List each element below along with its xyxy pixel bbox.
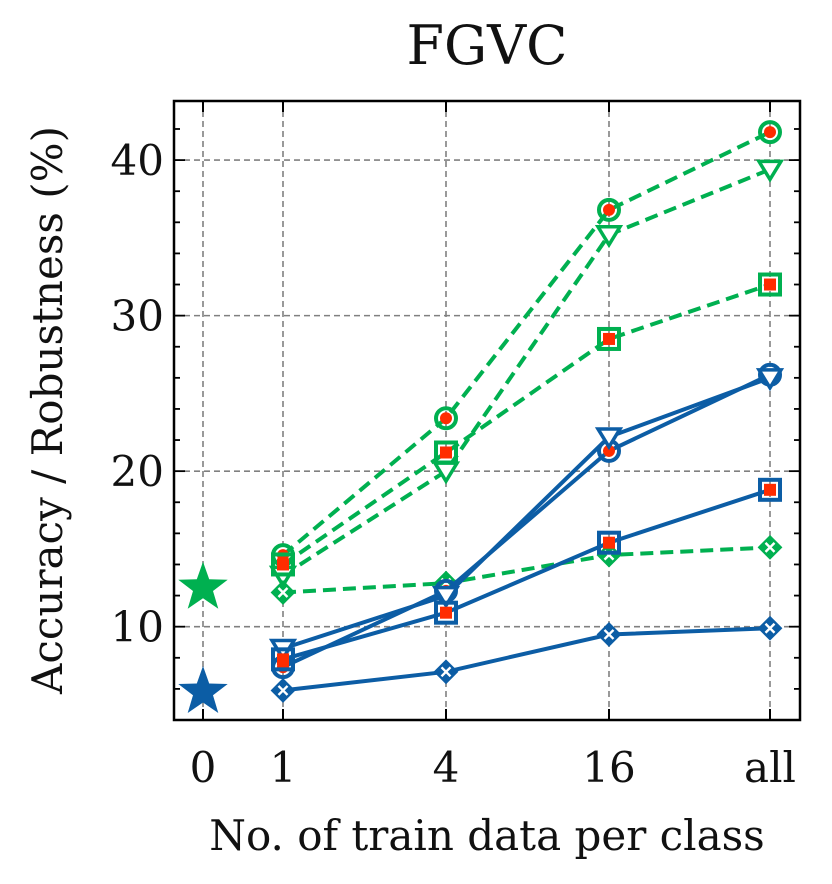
blue-triangle-point-all [755,368,785,392]
blue-square-point-1-fill [277,653,289,666]
green-square-point-4-fill [440,446,452,459]
zero-shot-blue-star [178,666,228,713]
blue-square-point-1 [271,647,295,672]
green-square-point-1-fill [277,558,289,571]
green-circle-point-16 [597,197,621,222]
green-square-point-16 [597,326,621,351]
series-layer [178,120,785,713]
blue-x-point-4-cross [440,666,452,678]
blue-x-point-all-cross [764,622,776,634]
chart-title: FGVC [407,14,568,77]
green-square-point-16-fill [603,332,615,345]
y-axis-label: Accuracy / Robustness (%) [23,126,72,695]
blue-square-point-16 [597,530,621,555]
green-circle-point-4-fill [440,412,452,425]
plot-frame [172,99,802,722]
green-x-point-1-cross [277,587,289,598]
blue-triangle-point-4 [431,585,461,609]
blue-x-line [282,626,771,693]
blue-square-point-4 [434,600,458,625]
zero-shot-green-star [178,561,228,609]
x-axis-label: No. of train data per class [209,811,764,860]
green-circle-point-all [758,120,782,145]
blue-square-point-all-fill [764,483,776,496]
green-triangle-line [281,167,771,578]
green-square-point-4 [434,440,458,465]
green-x-line [282,545,771,595]
green-circle-point-all-fill [764,126,776,139]
blue-circle-point-16-fill [603,444,615,457]
green-triangle-point-16 [594,225,624,249]
blue-triangle-line [282,375,771,651]
y-tick-label-40: 40 [111,136,164,185]
blue-triangle-point-16 [594,427,624,451]
green-circle-point-16-fill [603,203,615,216]
x-tick-label-1: 1 [270,743,297,792]
blue-x-point-16-cross [603,629,615,640]
y-tick-label-30: 30 [111,292,164,341]
axes-frame [172,99,802,722]
x-tick-label-0: 0 [190,743,217,792]
blue-square-point-16-fill [603,536,615,549]
green-square-point-all-fill [764,278,776,291]
x-tick-label-all: all [744,743,796,792]
labels: FGVC No. of train data per class Accurac… [23,14,796,860]
y-tick-label-20: 20 [111,447,164,496]
green-square-point-all [758,272,782,297]
blue-square-point-4-fill [440,606,452,619]
y-tick-label-10: 10 [111,603,164,652]
x-tick-label-16: 16 [582,743,635,792]
green-x-point-all-cross [764,542,776,553]
x-tick-label-4: 4 [433,743,460,792]
green-square-point-1 [271,552,295,577]
green-triangle-point-all [755,159,785,183]
blue-square-point-all [758,477,782,502]
blue-circle-line [282,372,771,669]
green-circle-line [281,130,771,557]
blue-x-point-1-cross [277,685,289,696]
blue-square-line [282,487,771,662]
green-circle-point-4 [434,406,458,431]
green-square-line [281,282,771,567]
